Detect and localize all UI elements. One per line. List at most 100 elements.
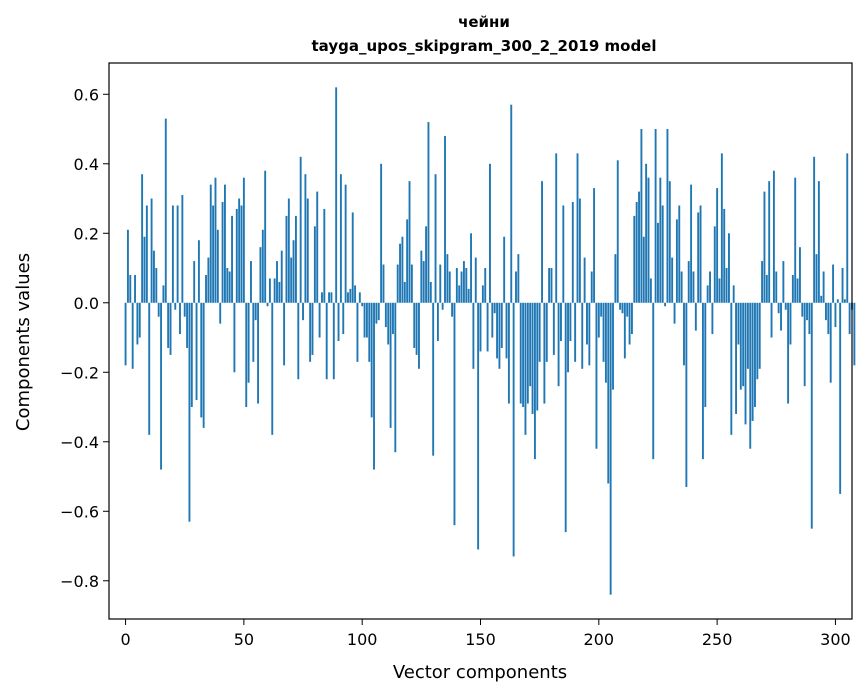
bar bbox=[614, 254, 617, 303]
bar bbox=[635, 202, 638, 303]
bar bbox=[623, 302, 626, 359]
bar bbox=[829, 302, 832, 383]
bar bbox=[496, 302, 499, 359]
bar bbox=[796, 278, 799, 303]
bar bbox=[548, 268, 551, 303]
bar bbox=[678, 205, 681, 303]
bar bbox=[609, 302, 612, 595]
bar bbox=[498, 302, 501, 369]
bar bbox=[186, 302, 189, 348]
bar bbox=[465, 268, 468, 303]
bar bbox=[739, 302, 742, 390]
bar bbox=[578, 198, 581, 303]
bar bbox=[633, 215, 636, 303]
bar bbox=[709, 271, 711, 303]
y-tick-label: 0.0 bbox=[74, 294, 99, 313]
bar bbox=[252, 302, 255, 362]
bar bbox=[373, 302, 375, 470]
bar bbox=[309, 302, 312, 362]
bar bbox=[505, 302, 508, 359]
bar bbox=[567, 302, 569, 373]
bar bbox=[839, 302, 842, 494]
bar bbox=[467, 288, 470, 303]
bar bbox=[628, 302, 631, 345]
bar bbox=[212, 205, 215, 303]
bar bbox=[517, 254, 520, 303]
bar bbox=[171, 205, 174, 303]
bar bbox=[209, 184, 212, 303]
bar bbox=[555, 153, 558, 303]
bar bbox=[287, 198, 290, 303]
bar bbox=[751, 302, 754, 421]
bar bbox=[550, 268, 553, 303]
bar bbox=[500, 302, 503, 348]
bar bbox=[694, 302, 697, 331]
bar bbox=[250, 261, 252, 303]
bar bbox=[649, 278, 652, 303]
bar bbox=[834, 302, 837, 328]
bar bbox=[285, 215, 288, 303]
bar bbox=[451, 302, 454, 317]
bar bbox=[197, 240, 200, 303]
bar bbox=[746, 302, 749, 369]
bar bbox=[221, 202, 224, 303]
bar bbox=[401, 236, 404, 303]
bar bbox=[290, 257, 293, 303]
bar bbox=[815, 254, 818, 303]
bar bbox=[280, 250, 283, 303]
x-axis: 0 50 100 150 200 250 300 bbox=[120, 619, 851, 649]
bar bbox=[787, 302, 790, 404]
bar bbox=[810, 302, 813, 529]
bar bbox=[328, 292, 330, 303]
bar bbox=[242, 177, 245, 303]
bar bbox=[392, 302, 394, 335]
bar bbox=[148, 302, 151, 435]
bar bbox=[600, 302, 603, 317]
bar bbox=[664, 302, 667, 307]
bar bbox=[396, 264, 399, 303]
bar bbox=[531, 302, 534, 414]
bar bbox=[339, 174, 342, 303]
bar bbox=[351, 212, 354, 303]
bar bbox=[266, 302, 269, 307]
bar bbox=[801, 302, 804, 317]
bar bbox=[474, 257, 477, 303]
bar bbox=[160, 302, 162, 470]
bar bbox=[822, 271, 825, 303]
bar bbox=[777, 302, 780, 314]
bar bbox=[704, 302, 707, 408]
bar bbox=[754, 302, 756, 408]
bar bbox=[538, 302, 541, 362]
bar bbox=[697, 212, 700, 303]
x-tick-label: 250 bbox=[702, 630, 733, 649]
bar bbox=[806, 302, 808, 321]
bar bbox=[181, 195, 184, 303]
bar bbox=[640, 129, 643, 303]
bar bbox=[365, 302, 368, 338]
bar bbox=[344, 184, 347, 303]
bar bbox=[701, 302, 704, 460]
bar bbox=[259, 247, 262, 303]
bar bbox=[808, 302, 811, 335]
bar bbox=[574, 302, 577, 362]
bar bbox=[744, 302, 747, 425]
bar bbox=[387, 302, 390, 345]
bar bbox=[299, 156, 302, 303]
bar bbox=[150, 198, 153, 303]
bar bbox=[278, 281, 281, 303]
bar bbox=[162, 285, 165, 303]
bar bbox=[780, 302, 782, 331]
bar bbox=[484, 268, 487, 303]
bar bbox=[621, 302, 624, 314]
bar bbox=[489, 163, 491, 303]
y-axis-label: Components values bbox=[13, 253, 34, 431]
bar bbox=[588, 302, 591, 366]
bar bbox=[141, 174, 144, 303]
y-axis: 0.6 0.4 0.2 0.0 −0.2 −0.4 −0.6 −0.8 bbox=[60, 85, 109, 591]
bar bbox=[645, 163, 648, 303]
bar bbox=[356, 302, 359, 362]
bars-group bbox=[124, 87, 856, 595]
bar bbox=[145, 205, 148, 303]
bar bbox=[725, 268, 728, 303]
